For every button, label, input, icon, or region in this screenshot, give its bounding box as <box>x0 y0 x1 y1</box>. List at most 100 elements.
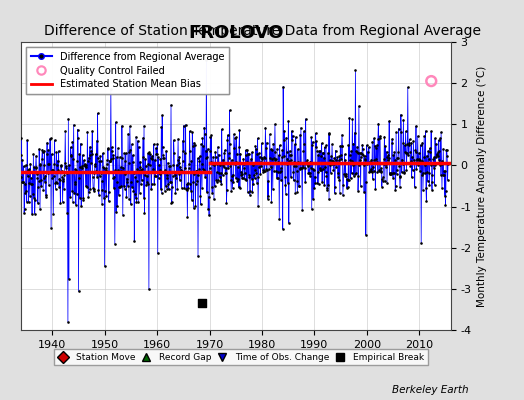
Point <box>399 140 407 146</box>
Point <box>207 132 215 138</box>
Point <box>339 182 347 189</box>
Point <box>423 152 431 159</box>
Point <box>179 148 188 154</box>
Point <box>86 144 94 150</box>
Point <box>194 253 202 259</box>
Point <box>53 180 61 186</box>
Point <box>211 148 220 155</box>
Point <box>271 156 280 162</box>
Point <box>94 187 103 193</box>
Point <box>355 103 363 109</box>
Point <box>142 182 150 188</box>
Point <box>434 149 442 156</box>
Point <box>78 152 86 158</box>
Point <box>429 156 438 162</box>
Point <box>73 126 82 133</box>
Point <box>112 208 121 215</box>
Point <box>146 162 154 168</box>
Point <box>289 133 297 139</box>
Point <box>165 186 173 192</box>
Point <box>136 164 145 170</box>
Point <box>110 185 118 191</box>
Point <box>217 126 226 133</box>
Point <box>202 154 210 161</box>
Point <box>90 188 98 194</box>
Point <box>376 135 384 142</box>
Point <box>400 142 409 148</box>
Point <box>255 150 263 156</box>
Point <box>316 167 324 173</box>
Point <box>192 167 201 174</box>
Point <box>326 162 334 168</box>
Point <box>66 169 74 176</box>
Point <box>79 195 87 201</box>
Point <box>427 78 435 84</box>
Point <box>138 154 147 161</box>
Point <box>262 166 270 172</box>
Point <box>316 148 324 154</box>
Point <box>259 168 268 174</box>
Point <box>324 130 333 136</box>
Point <box>116 164 125 170</box>
Point <box>238 159 247 166</box>
Point <box>397 111 405 118</box>
Point <box>427 162 435 168</box>
Point <box>154 154 162 160</box>
Point <box>28 169 37 175</box>
Point <box>31 164 40 170</box>
Point <box>343 176 352 182</box>
Point <box>46 169 54 176</box>
Point <box>51 180 59 186</box>
Point <box>396 174 404 180</box>
Point <box>89 174 97 180</box>
Point <box>200 167 208 173</box>
Point <box>372 156 380 162</box>
Point <box>30 210 39 217</box>
Point <box>93 174 101 180</box>
Point <box>41 192 50 198</box>
Point <box>380 133 389 140</box>
Point <box>45 161 53 167</box>
Point <box>271 157 280 164</box>
Point <box>36 206 44 212</box>
Point <box>406 163 414 170</box>
Point <box>47 224 55 231</box>
Point <box>156 156 165 162</box>
Point <box>87 160 95 166</box>
Point <box>42 151 51 158</box>
Point <box>337 143 346 150</box>
Point <box>178 158 187 164</box>
Point <box>106 158 114 164</box>
Point <box>63 169 72 175</box>
Point <box>38 146 47 153</box>
Point <box>215 169 223 176</box>
Point <box>305 170 314 176</box>
Point <box>49 211 58 217</box>
Point <box>269 186 277 192</box>
Point <box>306 158 314 165</box>
Point <box>70 122 78 128</box>
Point <box>67 152 75 158</box>
Point <box>387 170 395 176</box>
Point <box>379 161 388 167</box>
Point <box>72 202 80 208</box>
Point <box>406 136 414 143</box>
Point <box>309 139 317 145</box>
Point <box>225 107 234 113</box>
Point <box>233 151 241 157</box>
Point <box>53 158 62 164</box>
Point <box>43 170 52 176</box>
Point <box>174 171 183 177</box>
Point <box>246 188 255 195</box>
Point <box>298 207 307 213</box>
Point <box>78 163 86 169</box>
Point <box>84 154 93 161</box>
Point <box>37 183 46 189</box>
Point <box>85 189 93 196</box>
Point <box>284 118 292 124</box>
Point <box>222 165 230 171</box>
Point <box>30 164 38 170</box>
Point <box>221 169 230 176</box>
Point <box>80 157 88 164</box>
Point <box>166 163 174 170</box>
